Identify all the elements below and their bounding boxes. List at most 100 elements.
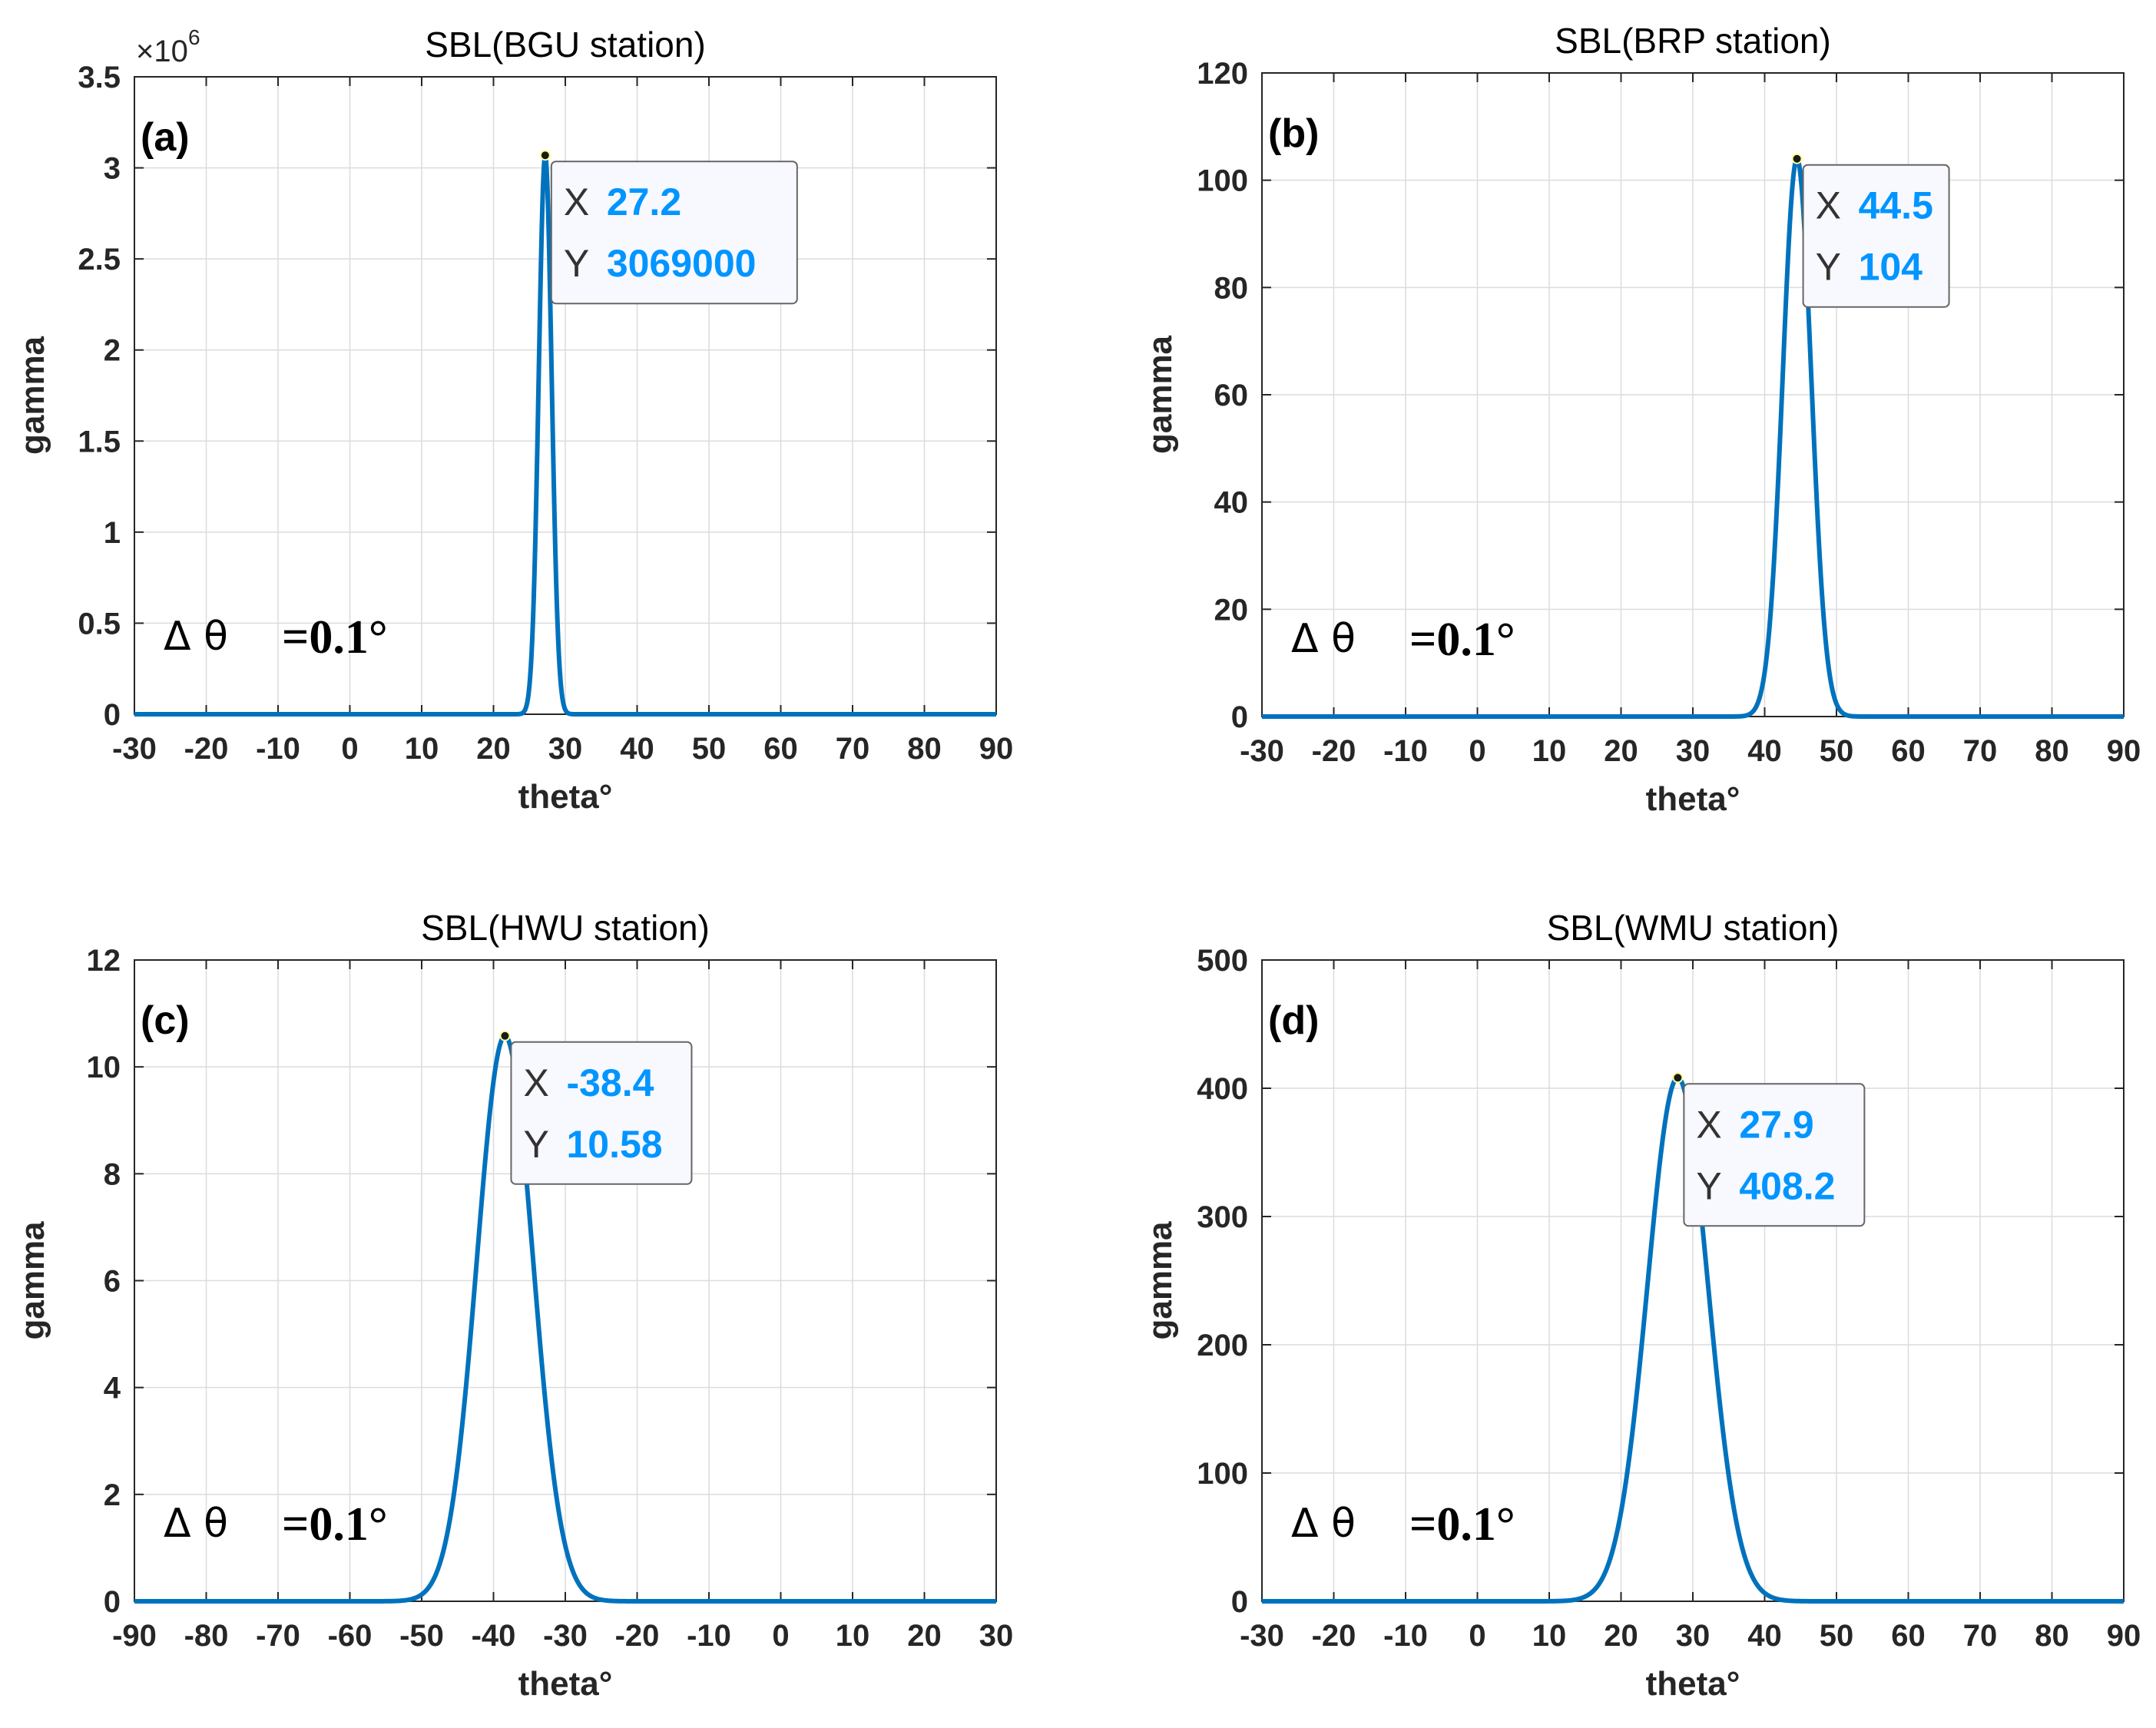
x-tick-label: -10 — [1383, 734, 1428, 768]
delta-theta-value: =0.1° — [1409, 1498, 1515, 1551]
x-tick-label: 60 — [1891, 734, 1926, 768]
x-tick-label: 60 — [1891, 1619, 1926, 1653]
y-tick-label: 120 — [1197, 57, 1248, 91]
x-tick-label: 90 — [2107, 734, 2141, 768]
y-tick-label: 1 — [104, 516, 121, 550]
datatip-x-key: X — [1696, 1103, 1721, 1146]
y-tick-label: 2.5 — [78, 243, 121, 276]
x-tick-label: 40 — [1747, 734, 1782, 768]
y-exponent-base: ×10 — [136, 35, 188, 68]
y-tick-label: 6 — [104, 1265, 121, 1299]
series-line — [1260, 156, 2126, 719]
x-axis-label: theta° — [518, 778, 613, 816]
x-tick-label: 90 — [979, 732, 1014, 766]
x-tick-label: 90 — [2107, 1619, 2141, 1653]
x-tick-label: 70 — [1963, 1619, 1998, 1653]
x-tick-label: 10 — [405, 732, 439, 766]
y-tick-label: 3.5 — [78, 61, 121, 94]
x-tick-label: 10 — [1532, 1619, 1567, 1653]
y-tick-label: 100 — [1197, 164, 1248, 198]
x-axis-label: theta° — [1646, 780, 1740, 818]
y-tick-label: 3 — [104, 152, 121, 186]
x-tick-label: -60 — [328, 1619, 373, 1653]
datatip-marker — [499, 1030, 511, 1041]
y-tick-label: 0 — [1231, 700, 1248, 734]
delta-theta-symbol: Δ θ — [1291, 616, 1356, 662]
datatip-marker — [1672, 1072, 1684, 1084]
y-tick-label: 4 — [104, 1372, 121, 1405]
x-tick-label: -30 — [1240, 1619, 1284, 1653]
x-tick-label: 20 — [907, 1619, 942, 1653]
x-tick-label: -90 — [112, 1619, 157, 1653]
x-tick-label: 10 — [1532, 734, 1567, 768]
x-tick-label: 70 — [1963, 734, 1998, 768]
y-tick-label: 10 — [87, 1051, 121, 1084]
panel-label: (b) — [1268, 111, 1319, 156]
datatip-y-key: Y — [1696, 1164, 1721, 1207]
chart-title: SBL(BGU station) — [425, 25, 706, 65]
datatip-x-key: X — [1816, 184, 1841, 227]
y-tick-label: 8 — [104, 1157, 121, 1191]
x-tick-label: 30 — [1676, 734, 1711, 768]
datatip-y-value: 104 — [1859, 246, 1923, 289]
y-tick-label: 400 — [1197, 1072, 1248, 1106]
datatip-y-value: 3069000 — [607, 242, 757, 285]
y-tick-label: 80 — [1214, 271, 1249, 305]
x-tick-label: 60 — [763, 732, 798, 766]
x-tick-label: 50 — [1820, 1619, 1854, 1653]
x-tick-label: 0 — [772, 1619, 789, 1653]
datatip-x-value: 27.9 — [1739, 1103, 1813, 1146]
delta-theta-symbol: Δ θ — [164, 614, 228, 660]
y-tick-label: 1.5 — [78, 425, 121, 458]
y-axis-label: gamma — [14, 1221, 51, 1340]
x-tick-label: 0 — [341, 732, 358, 766]
chart-title: SBL(WMU station) — [1547, 908, 1840, 948]
y-tick-label: 200 — [1197, 1329, 1248, 1362]
datatip-y-key: Y — [1816, 246, 1841, 289]
x-tick-label: -20 — [1312, 734, 1356, 768]
delta-theta-value: =0.1° — [1409, 614, 1515, 666]
datatip-x-value: 27.2 — [607, 180, 681, 223]
x-tick-label: -30 — [543, 1619, 588, 1653]
x-tick-label: 40 — [1747, 1619, 1782, 1653]
x-tick-label: 80 — [907, 732, 942, 766]
datatip-box — [550, 161, 798, 305]
y-exponent-power: 6 — [188, 25, 200, 49]
datatip-y-value: 408.2 — [1739, 1164, 1835, 1207]
x-tick-label: -30 — [1240, 734, 1284, 768]
y-tick-label: 40 — [1214, 486, 1249, 520]
y-tick-label: 60 — [1214, 379, 1249, 412]
x-tick-label: 30 — [979, 1619, 1014, 1653]
panel-label: (d) — [1268, 998, 1319, 1043]
datatip-box — [1802, 164, 1950, 308]
x-tick-label: -40 — [472, 1619, 516, 1653]
y-tick-label: 12 — [87, 944, 121, 978]
x-tick-label: -20 — [184, 732, 229, 766]
x-tick-label: 40 — [620, 732, 654, 766]
y-tick-label: 100 — [1197, 1457, 1248, 1491]
chart-b: -30 -20 -10 0 10 20 30 40 50 60 70 80 90 0 20 40 60 80 100… — [1141, 21, 2141, 818]
chart-title: SBL(BRP station) — [1555, 21, 1831, 61]
x-tick-label: 0 — [1469, 1619, 1485, 1653]
y-tick-label: 20 — [1214, 593, 1249, 627]
y-tick-label: 2 — [104, 334, 121, 368]
x-tick-label: 80 — [2035, 1619, 2069, 1653]
x-tick-label: 50 — [1820, 734, 1854, 768]
x-axis-label: theta° — [1646, 1665, 1740, 1703]
delta-theta-value: =0.1° — [282, 1498, 388, 1551]
x-tick-label: -30 — [112, 732, 157, 766]
x-tick-label: -10 — [256, 732, 300, 766]
datatip-x-key: X — [523, 1061, 548, 1104]
x-tick-label: -10 — [1383, 1619, 1428, 1653]
chart-d: -30 -20 -10 0 10 20 30 40 50 60 70 80 90 0 100 200 300 40… — [1141, 908, 2141, 1703]
chart-c: -90 -80 -70 -60 -50 -40 -30 -20 -10 0 10 20 30 0 2 4 6 8 1… — [14, 908, 1013, 1703]
y-axis-label: gamma — [1141, 335, 1179, 454]
panel-label: (a) — [141, 115, 190, 160]
x-tick-label: 50 — [692, 732, 727, 766]
datatip-x-value: 44.5 — [1859, 184, 1933, 227]
datatip-y-value: 10.58 — [566, 1123, 662, 1166]
datatip-x-value: -38.4 — [566, 1061, 654, 1104]
y-tick-label: 500 — [1197, 944, 1248, 978]
x-tick-label: -10 — [687, 1619, 731, 1653]
